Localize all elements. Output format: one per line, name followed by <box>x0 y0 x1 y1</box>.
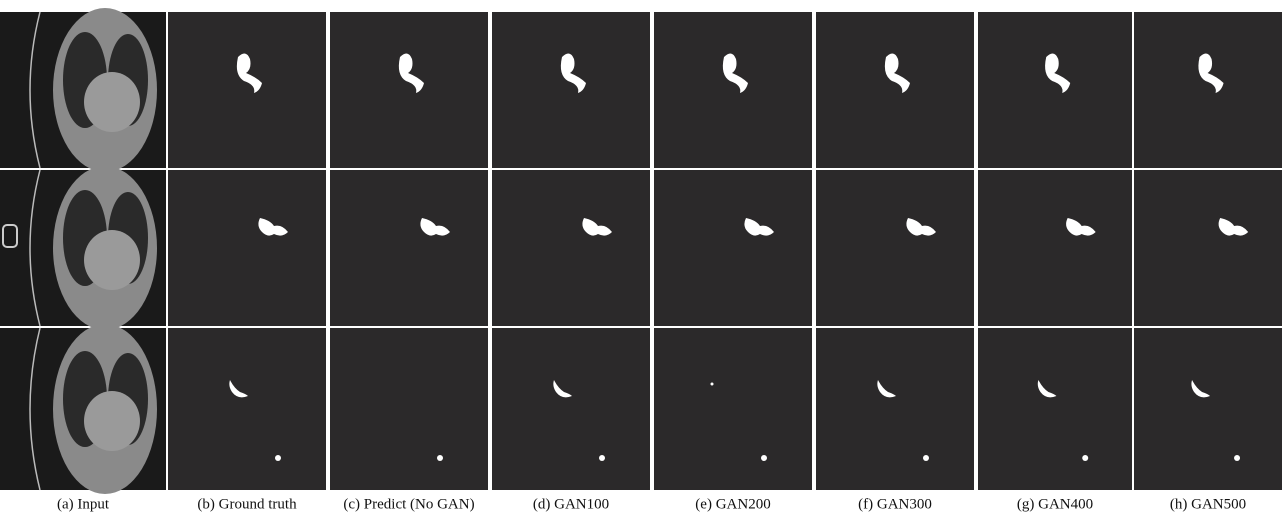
caption: (e) GAN200 <box>695 496 770 512</box>
mask-dot <box>1234 455 1240 461</box>
ct-heart <box>84 230 140 290</box>
mask-image <box>168 328 326 490</box>
ct-image <box>0 8 166 172</box>
mask-image <box>330 12 488 168</box>
mask-image <box>654 170 812 326</box>
mask-dot <box>1082 455 1088 461</box>
panel <box>330 12 488 168</box>
ct-heart <box>84 72 140 132</box>
panel <box>168 328 326 490</box>
panel <box>1134 170 1282 326</box>
caption: (g) GAN400 <box>1017 496 1093 512</box>
panel <box>654 170 812 326</box>
mask-dot <box>923 455 929 461</box>
panel <box>1134 12 1282 168</box>
mask-image <box>816 170 974 326</box>
mask-dot <box>711 383 714 386</box>
mask-image <box>330 170 488 326</box>
mask-image <box>492 170 650 326</box>
mask-image <box>816 328 974 490</box>
panel <box>168 12 326 168</box>
mask-image <box>978 12 1132 168</box>
panel <box>492 328 650 490</box>
caption: (f) GAN300 <box>858 496 932 512</box>
panel <box>654 12 812 168</box>
mask-image <box>978 170 1132 326</box>
mask-image <box>1134 328 1282 490</box>
mask-image <box>1134 12 1282 168</box>
panel <box>330 170 488 326</box>
mask-image <box>492 12 650 168</box>
mask-dot <box>275 455 281 461</box>
panel <box>492 170 650 326</box>
panel <box>816 328 974 490</box>
mask-image <box>168 170 326 326</box>
panel <box>816 12 974 168</box>
caption: (a) Input <box>57 496 110 512</box>
figure: (a) Input (b) Ground truth (c) Predict (No… <box>0 0 1282 521</box>
mask-image <box>654 12 812 168</box>
caption: (h) GAN500 <box>1170 496 1246 512</box>
ct-heart <box>84 391 140 451</box>
mask-image <box>492 328 650 490</box>
caption: (d) GAN100 <box>533 496 609 512</box>
mask-dot <box>599 455 605 461</box>
mask-image <box>330 328 488 490</box>
mask-dot <box>761 455 767 461</box>
ct-image <box>0 166 166 330</box>
panel <box>654 328 812 490</box>
mask-image <box>654 328 812 490</box>
panel <box>978 170 1132 326</box>
panel <box>978 12 1132 168</box>
ct-image <box>0 324 166 494</box>
panel <box>978 328 1132 490</box>
panel <box>1134 328 1282 490</box>
mask-image <box>816 12 974 168</box>
mask-image <box>168 12 326 168</box>
caption: (b) Ground truth <box>197 496 297 512</box>
panel <box>330 328 488 490</box>
caption: (c) Predict (No GAN) <box>343 496 474 512</box>
mask-dot <box>437 455 443 461</box>
mask-image <box>978 328 1132 490</box>
panel <box>816 170 974 326</box>
panel <box>492 12 650 168</box>
mask-image <box>1134 170 1282 326</box>
panel <box>168 170 326 326</box>
